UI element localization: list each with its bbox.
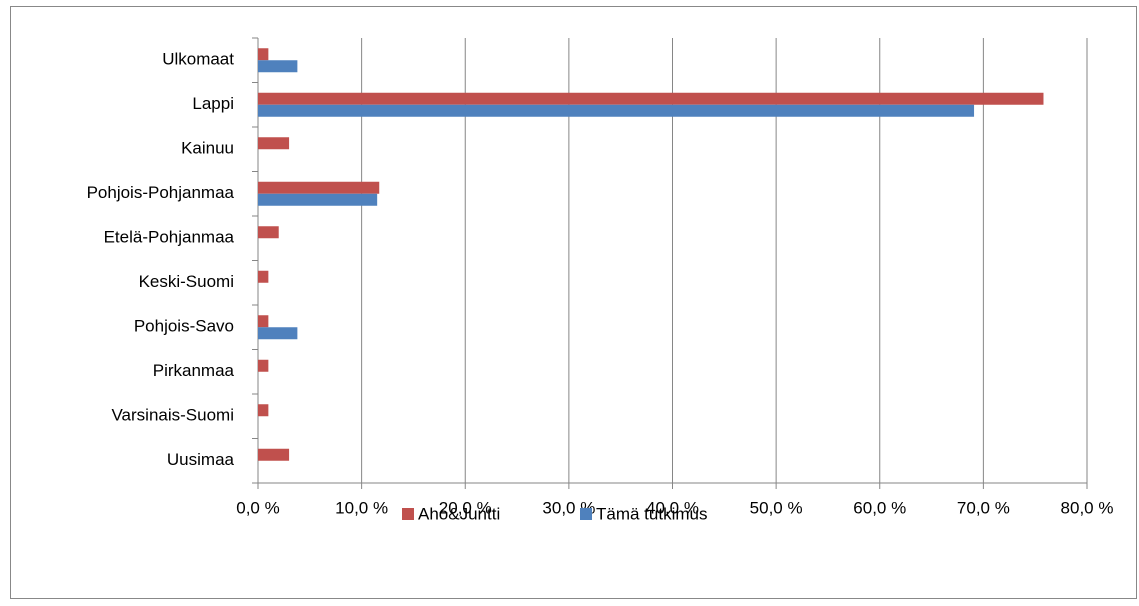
bar [258, 48, 269, 61]
y-tick-label: Pohjois-Savo [134, 317, 234, 336]
legend-label: Aho&Juntti [418, 504, 500, 523]
bar [258, 327, 298, 340]
bar [258, 315, 269, 328]
bar [258, 448, 290, 461]
legend-label: Tämä tutkimus [596, 504, 707, 523]
y-tick-label: Varsinais-Suomi [111, 406, 234, 425]
bar [258, 359, 269, 372]
bar [258, 137, 290, 150]
x-tick-label: 60,0 % [853, 498, 906, 517]
x-tick-label: 50,0 % [750, 498, 803, 517]
bar [258, 104, 975, 117]
legend-swatch [580, 508, 592, 520]
y-tick-label: Keski-Suomi [139, 272, 234, 291]
bar [258, 181, 380, 194]
y-tick-label: Ulkomaat [162, 50, 234, 69]
bar [258, 404, 269, 417]
y-tick-label: Pirkanmaa [153, 361, 235, 380]
legend-swatch [402, 508, 414, 520]
x-tick-label: 70,0 % [957, 498, 1010, 517]
x-tick-label: 20,0 % [439, 498, 492, 517]
bar [258, 193, 378, 206]
x-tick-label: 0,0 % [236, 498, 279, 517]
y-tick-label: Kainuu [181, 139, 234, 158]
x-tick-label: 10,0 % [335, 498, 388, 517]
x-tick-label: 40,0 % [646, 498, 699, 517]
bar [258, 92, 1044, 105]
bar [258, 60, 298, 73]
y-tick-label: Lappi [192, 94, 234, 113]
y-tick-label: Uusimaa [167, 450, 235, 469]
y-tick-label: Pohjois-Pohjanmaa [87, 183, 235, 202]
x-tick-label: 80,0 % [1061, 498, 1114, 517]
bar [258, 226, 279, 239]
y-tick-label: Etelä-Pohjanmaa [104, 228, 235, 247]
bar [258, 270, 269, 283]
